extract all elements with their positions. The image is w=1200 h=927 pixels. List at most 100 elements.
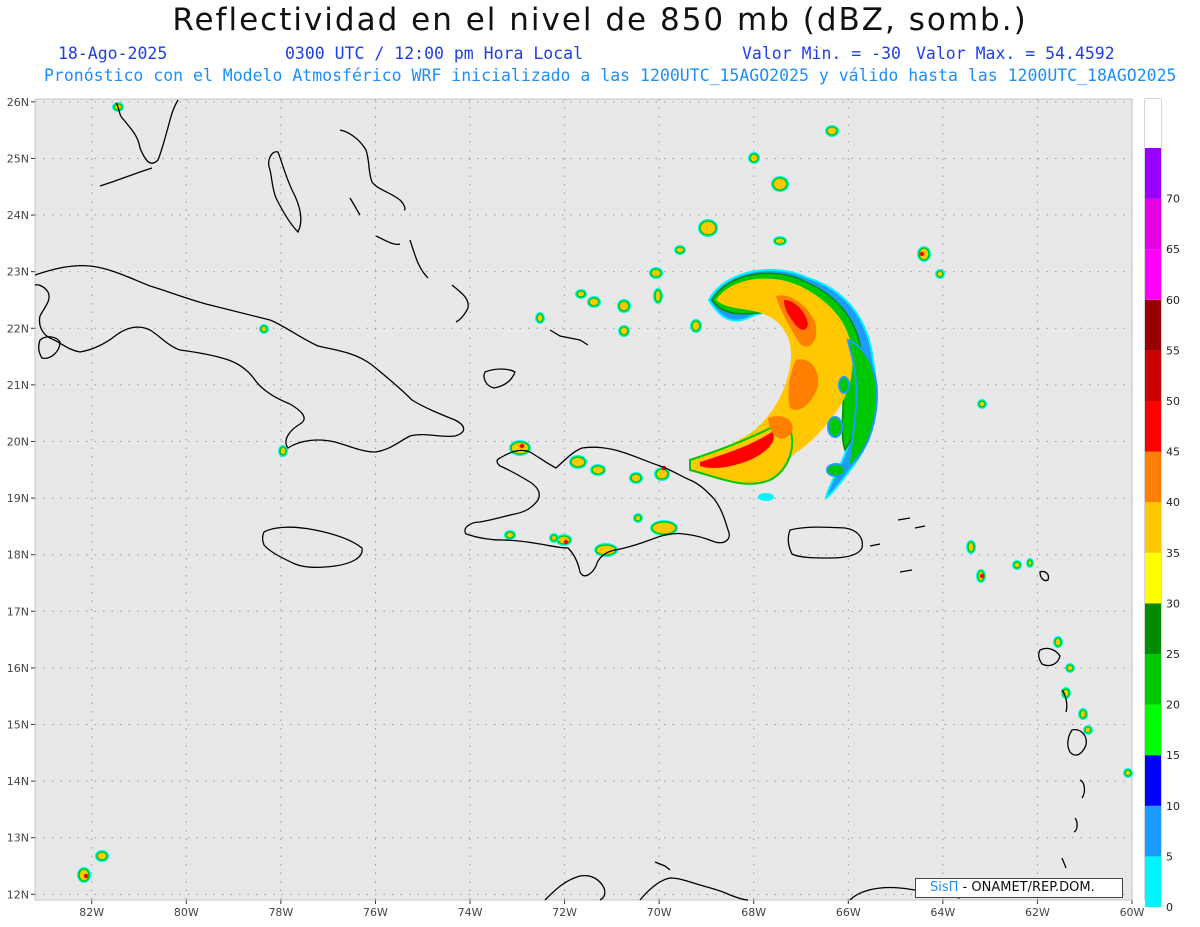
colorbar-segment xyxy=(1145,451,1161,503)
credit-text: - ONAMET/REP.DOM. xyxy=(958,880,1095,895)
storm-small-cell xyxy=(758,493,774,501)
colorbar-segment xyxy=(1145,350,1161,401)
coast-grenada xyxy=(1061,857,1067,869)
cell-core xyxy=(967,541,975,553)
coast-exuma xyxy=(349,197,361,216)
colorbar-label: 50 xyxy=(1166,395,1180,408)
lon-tick-label: 72W xyxy=(552,906,577,919)
coast-florida xyxy=(115,99,179,164)
lat-tick-label: 19N xyxy=(7,492,29,505)
cell-core xyxy=(654,289,662,303)
cell-core xyxy=(749,153,759,163)
cell-core xyxy=(570,456,586,468)
cell-peak xyxy=(563,539,569,545)
lon-tick-label: 68W xyxy=(741,906,766,919)
lat-tick-label: 26N xyxy=(7,96,29,109)
coast-isla-juventud xyxy=(38,336,61,359)
coast-cuba xyxy=(34,264,465,453)
coast-antigua xyxy=(1039,570,1050,582)
cell-core xyxy=(1124,769,1132,777)
storm-intense-4 xyxy=(700,432,774,468)
lat-tick-label: 15N xyxy=(7,719,29,732)
cell-core xyxy=(675,246,685,254)
lon-tick-label: 62W xyxy=(1025,906,1050,919)
colorbar-label: 0 xyxy=(1166,901,1173,914)
colorbar-segment xyxy=(1145,552,1161,604)
min-value: Valor Min. = -30 xyxy=(742,44,901,63)
cell-core xyxy=(96,851,108,861)
coast-dominica xyxy=(1061,689,1068,713)
cell-core xyxy=(691,320,701,332)
lon-tick-label: 80W xyxy=(174,906,199,919)
colorbar-segment xyxy=(1145,249,1161,300)
colorbar-segment xyxy=(1145,654,1161,705)
lon-tick-label: 76W xyxy=(363,906,388,919)
lon-tick-label: 66W xyxy=(836,906,861,919)
storm-reflectivity xyxy=(689,268,878,501)
lat-tick-label: 21N xyxy=(7,379,29,392)
lat-tick-label: 12N xyxy=(7,888,29,901)
cell-core xyxy=(630,473,642,483)
coast-florida-keys xyxy=(99,167,153,187)
cell-core xyxy=(619,326,629,336)
cell-core xyxy=(536,313,544,323)
coast-st-croix xyxy=(899,569,913,573)
cell-core xyxy=(772,177,788,191)
forecast-note: Pronóstico con el Modelo Atmosférico WRF… xyxy=(44,66,1177,85)
colorbar-label: 5 xyxy=(1166,850,1173,863)
coast-jamaica xyxy=(261,526,363,568)
colorbar-label: 70 xyxy=(1166,193,1180,206)
coast-st-lucia xyxy=(1079,779,1086,799)
credit-box: SisΠ - ONAMET/REP.DOM. xyxy=(915,878,1123,898)
colorbar-segment xyxy=(1145,502,1161,553)
cell-core xyxy=(774,237,786,245)
coast-cat-island xyxy=(375,235,401,246)
colorbar-label: 45 xyxy=(1166,446,1180,459)
coast-acklins xyxy=(451,284,469,323)
lat-tick-label: 18N xyxy=(7,549,29,562)
cell-core xyxy=(1084,726,1092,734)
cell-core xyxy=(618,300,630,312)
storm-small-cell xyxy=(827,416,843,438)
cell-core xyxy=(505,531,515,539)
cell-core xyxy=(978,400,986,408)
lat-tick-label: 22N xyxy=(7,322,29,335)
storm-eastern-band xyxy=(846,338,878,471)
coast-guadeloupe xyxy=(1038,647,1061,667)
lat-tick-label: 14N xyxy=(7,775,29,788)
storm-intense-3 xyxy=(788,359,819,410)
coast-virgin-islands xyxy=(897,517,926,529)
coast-long-island xyxy=(409,239,429,279)
coast-vieques xyxy=(869,543,881,547)
colorbar-segment xyxy=(1145,401,1161,452)
coast-st-vincent xyxy=(1073,817,1078,833)
colorbar-label: 15 xyxy=(1166,749,1180,762)
colorbar-segment xyxy=(1145,856,1161,907)
cell-core xyxy=(1013,561,1021,569)
colorbar-segment-top xyxy=(1145,99,1161,148)
coast-andros xyxy=(268,151,302,234)
forecast-time: 0300 UTC / 12:00 pm Hora Local xyxy=(285,44,584,63)
colorbar-label: 10 xyxy=(1166,800,1180,813)
colorbar-segment xyxy=(1145,603,1161,654)
colorbar-label: 30 xyxy=(1166,597,1180,610)
cell-core xyxy=(550,534,558,542)
coastlines xyxy=(34,99,1087,901)
cell-core xyxy=(260,325,268,333)
lon-tick-label: 60W xyxy=(1120,906,1145,919)
colorbar-segment xyxy=(1145,704,1161,756)
colorbar-label: 40 xyxy=(1166,496,1180,509)
cell-core xyxy=(936,270,944,278)
cell-peak xyxy=(919,251,925,257)
forecast-date: 18-Ago-2025 xyxy=(58,44,168,63)
map-title: Reflectividad en el nivel de 850 mb (dBZ… xyxy=(172,2,1028,38)
lon-tick-label: 74W xyxy=(458,906,483,919)
cell-core xyxy=(655,468,669,480)
cell-core xyxy=(826,126,838,136)
lat-tick-label: 24N xyxy=(7,209,29,222)
convective-cells xyxy=(77,102,1133,883)
colorbar-segment xyxy=(1145,755,1161,806)
cell-peak xyxy=(979,573,985,579)
lat-tick-label: 16N xyxy=(7,662,29,675)
